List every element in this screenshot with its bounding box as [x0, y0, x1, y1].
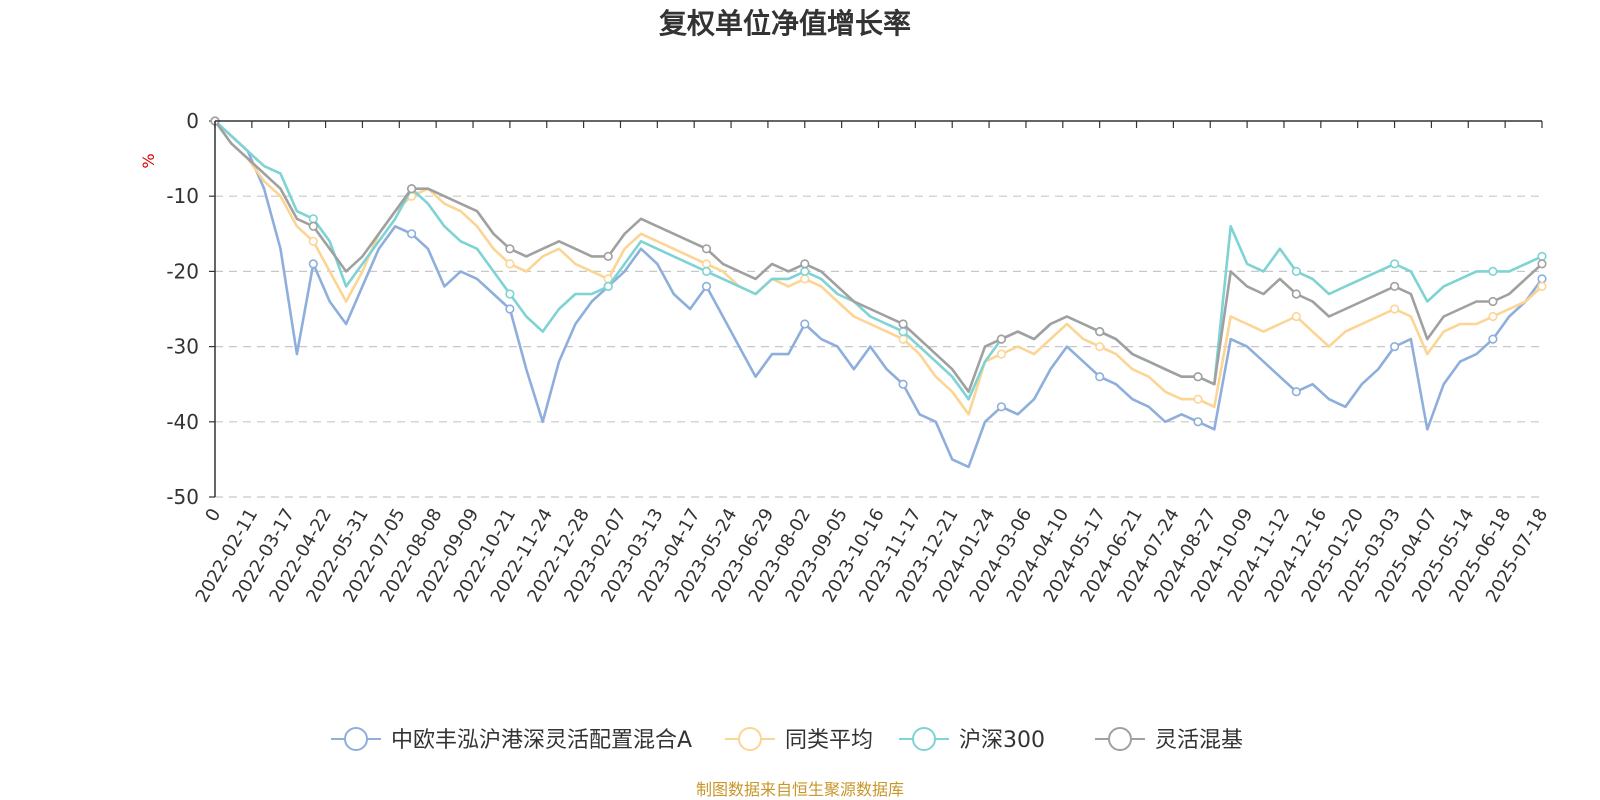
series-group	[210, 116, 1547, 469]
legend-marker	[1108, 727, 1132, 751]
data-point	[407, 184, 417, 194]
data-point	[1291, 387, 1301, 397]
data-point	[1193, 394, 1203, 404]
legend-marker	[738, 727, 762, 751]
data-point	[1291, 289, 1301, 299]
data-point	[1389, 259, 1400, 269]
legend-label: 同类平均	[785, 728, 873, 753]
data-point	[1488, 266, 1498, 277]
data-point	[1389, 281, 1400, 292]
y-tick-label: 0	[186, 109, 199, 133]
y-tick-label: -10	[166, 184, 199, 208]
y-tick-label: -20	[166, 259, 199, 283]
data-point	[1537, 259, 1547, 269]
legend-item-3[interactable]: 沪深300	[899, 727, 1045, 753]
series-line	[214, 120, 1544, 469]
grid-lines	[215, 195, 1542, 498]
data-point	[505, 244, 515, 254]
data-point	[505, 289, 515, 299]
legend-marker	[912, 727, 936, 751]
data-point	[800, 259, 810, 269]
y-axis-unit: %	[139, 153, 158, 168]
data-point	[308, 221, 318, 231]
series-line	[214, 120, 1543, 401]
series-1	[210, 116, 1547, 469]
data-point	[1537, 281, 1547, 292]
data-point	[1095, 372, 1105, 382]
data-point	[800, 266, 810, 277]
series-line	[213, 120, 1543, 416]
data-point	[505, 259, 515, 269]
data-point	[701, 259, 712, 269]
data-point	[701, 266, 712, 277]
y-axis-ticks: 0 -10 -20 -30 -40 -50	[166, 109, 215, 509]
data-point	[1488, 311, 1498, 322]
data-point	[800, 319, 810, 329]
data-point	[1095, 342, 1105, 352]
data-point	[800, 274, 810, 284]
data-point	[1193, 417, 1203, 427]
data-point	[505, 304, 515, 314]
legend-item-4[interactable]: 灵活混基	[1095, 727, 1243, 753]
legend-item-2[interactable]: 同类平均	[725, 727, 873, 753]
y-tick-label: -30	[166, 335, 199, 359]
series-4	[210, 116, 1547, 394]
data-point	[1389, 342, 1400, 352]
legend-item-1[interactable]: 中欧丰泓沪港深灵活配置混合A	[331, 727, 692, 753]
data-point	[603, 251, 613, 261]
data-point	[1291, 266, 1301, 277]
legend-label: 灵活混基	[1155, 728, 1243, 753]
data-point	[898, 379, 908, 389]
data-point	[308, 259, 318, 269]
data-point	[308, 214, 318, 224]
data-point	[1537, 274, 1547, 284]
data-point	[1488, 334, 1498, 344]
data-point	[1291, 311, 1301, 322]
series-line	[213, 120, 1543, 394]
data-point	[603, 281, 613, 292]
data-point	[898, 319, 908, 329]
source-note: 制图数据来自恒生聚源数据库	[696, 780, 904, 799]
data-point	[308, 236, 318, 246]
legend-marker	[344, 727, 368, 751]
legend-label: 中欧丰泓沪港深灵活配置混合A	[391, 728, 692, 753]
x-tick-label: 0	[201, 505, 225, 525]
data-point	[898, 327, 908, 337]
chart-title: 复权单位净值增长率	[659, 7, 911, 40]
data-point	[1488, 296, 1498, 307]
data-point	[701, 281, 712, 292]
y-tick-label: -40	[166, 410, 199, 434]
series-2	[210, 116, 1547, 416]
data-point	[996, 402, 1007, 412]
legend[interactable]: 中欧丰泓沪港深灵活配置混合A 同类平均 沪深300 灵活混基	[331, 727, 1243, 753]
data-point	[1095, 327, 1105, 337]
data-point	[996, 334, 1007, 344]
data-point	[1389, 304, 1400, 314]
data-point	[898, 334, 908, 344]
data-point	[996, 349, 1007, 359]
y-tick-label: -50	[166, 485, 199, 509]
x-axis-ticks: 02022-02-112022-03-172022-04-222022-05-3…	[192, 121, 1552, 606]
legend-label: 沪深300	[959, 728, 1045, 753]
data-point	[1193, 372, 1203, 382]
data-point	[1537, 251, 1547, 261]
data-point	[407, 229, 417, 239]
data-point	[701, 244, 712, 254]
